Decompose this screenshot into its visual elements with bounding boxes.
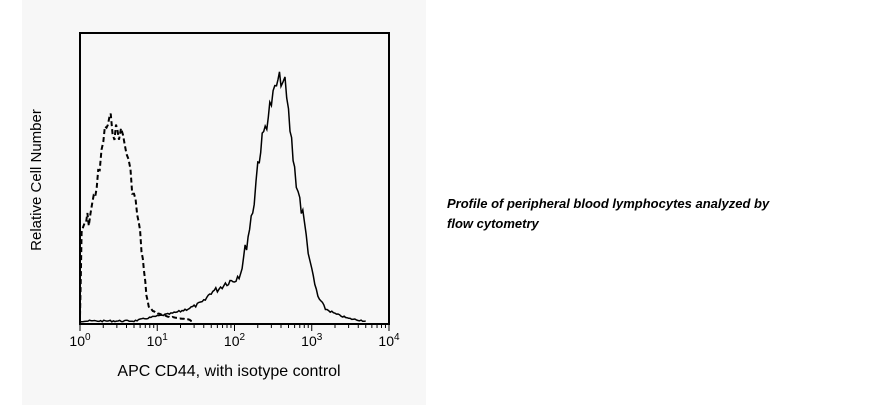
tick-label-base: 10 (378, 333, 394, 349)
x-tick-label: 103 (301, 332, 323, 349)
tick-label-base: 10 (224, 333, 240, 349)
tick-label-exponent: 2 (240, 332, 246, 343)
histogram-chart: 100 101 102 103 104 APC CD44, with isotype c… (28, 32, 400, 380)
x-tick-label: 104 (378, 332, 400, 349)
tick-label-exponent: 1 (162, 332, 168, 343)
cd44-curve (80, 71, 366, 323)
x-tick-label: 102 (224, 332, 246, 349)
x-axis-tick-labels: 100 101 102 103 104 (69, 332, 400, 349)
y-axis-label: Relative Cell Number (28, 109, 45, 251)
x-tick-label: 100 (69, 332, 91, 349)
tick-label-base: 10 (301, 333, 317, 349)
figure-caption: Profile of peripheral blood lymphocytes … (447, 194, 827, 234)
isotype-control-curve (79, 113, 195, 323)
figure-panel (22, 0, 426, 405)
plot-frame (79, 32, 390, 325)
tick-label-exponent: 4 (394, 332, 400, 343)
histogram-curves (79, 71, 366, 323)
caption-line-2: flow cytometry (447, 216, 539, 231)
tick-label-exponent: 0 (85, 332, 91, 343)
tick-label-base: 10 (147, 333, 163, 349)
x-axis-ticks (79, 324, 390, 331)
caption-line-1: Profile of peripheral blood lymphocytes … (447, 196, 770, 211)
tick-label-base: 10 (69, 333, 85, 349)
x-axis-label: APC CD44, with isotype control (117, 363, 340, 380)
x-tick-label: 101 (147, 332, 169, 349)
tick-label-exponent: 3 (317, 332, 323, 343)
